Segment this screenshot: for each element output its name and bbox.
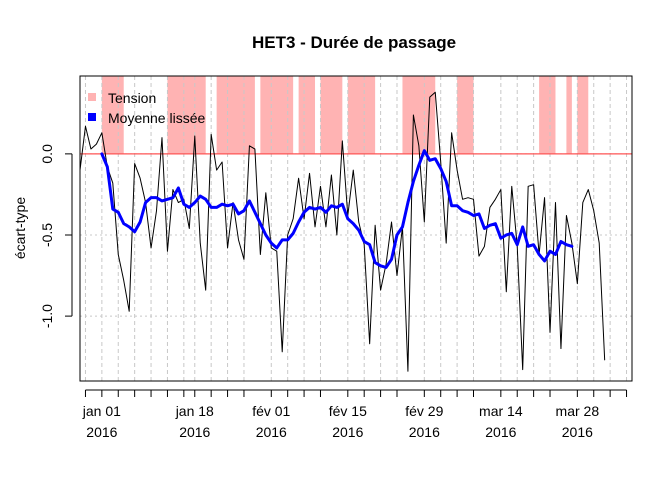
x-tick-label-19-month: fév 29	[405, 403, 443, 419]
y-axis: -1.0 -0.5 0.0	[39, 144, 73, 328]
legend: Tension Moyenne lissée	[88, 90, 205, 126]
x-tick-label-27-month: mar 28	[556, 403, 600, 419]
y-tick-label-0: -1.0	[39, 304, 55, 328]
x-tick-label-19-year: 2016	[409, 424, 440, 440]
x-tick-label-1-year: 2016	[86, 424, 117, 440]
x-axis: jan 01 2016 jan 18 2016 fév 01 2016 fév 15 2016…	[82, 389, 628, 440]
x-tick-label-1-month: jan 01	[82, 403, 121, 419]
smoothed-series-line	[100, 149, 574, 269]
tension-band-9	[539, 76, 556, 154]
x-tick-label-7-month: jan 18	[175, 403, 214, 419]
x-tick-label-7-year: 2016	[179, 424, 210, 440]
tension-band-7	[402, 76, 436, 154]
y-tick-label-2: 0.0	[39, 144, 55, 164]
tension-band-3	[260, 76, 294, 154]
legend-label-tension: Tension	[108, 90, 156, 106]
tension-band-5	[320, 76, 343, 154]
legend-label-smoothed: Moyenne lissée	[108, 110, 205, 126]
tension-band-11	[577, 76, 589, 154]
legend-swatch-smoothed	[88, 113, 96, 121]
x-tick-label-15-year: 2016	[332, 424, 363, 440]
x-tick-label-11-year: 2016	[256, 424, 287, 440]
tension-band-8	[457, 76, 474, 154]
x-tick-label-11-month: fév 01	[252, 403, 290, 419]
tension-band-1	[167, 76, 206, 154]
y-tick-label-1: -0.5	[39, 223, 55, 247]
x-tick-label-23-year: 2016	[485, 424, 516, 440]
y-axis-label: écart-type	[12, 197, 28, 259]
legend-swatch-tension	[88, 93, 96, 101]
x-tick-label-27-year: 2016	[562, 424, 593, 440]
chart-title: HET3 - Durée de passage	[252, 33, 456, 52]
tension-band-2	[216, 76, 255, 154]
raw-series-line	[79, 91, 606, 372]
x-tick-label-23-month: mar 14	[479, 403, 523, 419]
plot-frame	[79, 75, 633, 382]
tension-band-4	[298, 76, 316, 154]
tension-band-6	[347, 76, 376, 154]
tension-band-10	[566, 76, 572, 154]
series-lines	[79, 91, 606, 372]
x-tick-label-15-month: fév 15	[329, 403, 367, 419]
